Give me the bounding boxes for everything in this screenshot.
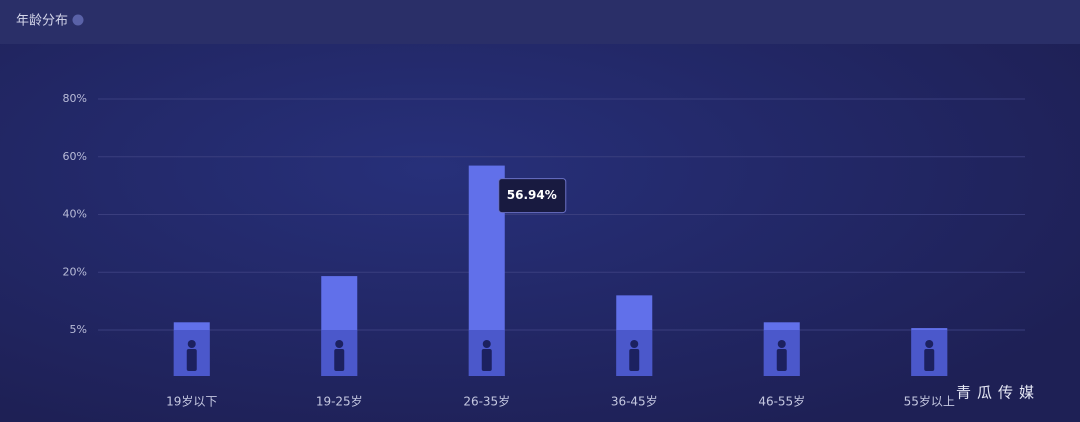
y-tick-label: 5% — [70, 323, 87, 336]
age-icon-body — [334, 349, 345, 371]
age-icon-head — [335, 340, 344, 348]
age-icon-head — [925, 340, 934, 348]
age-icon-body — [776, 349, 787, 371]
x-tick-label: 19岁以下 — [166, 394, 217, 409]
age-icon-head — [630, 340, 639, 348]
age-icon-head — [187, 340, 196, 348]
x-tick-label: 36-45岁 — [611, 394, 658, 409]
age-icon-head — [777, 340, 786, 348]
y-tick-label: 80% — [63, 92, 87, 105]
tooltip-label: 56.94% — [507, 188, 557, 202]
help-icon[interactable] — [72, 14, 84, 26]
x-tick-label: 26-35岁 — [463, 394, 510, 409]
x-tick-label: 19-25岁 — [316, 394, 363, 409]
y-tick-label: 60% — [63, 150, 87, 163]
age-icon-body — [186, 349, 197, 371]
plot-area: 5% 20% 40% 60% 80% 19岁以下 19-25岁 26-35岁 56.94% 36-… — [63, 92, 1025, 409]
tooltip-box — [498, 178, 567, 214]
chart-title: 年龄分布 — [16, 14, 68, 29]
header-bar — [0, 0, 1080, 44]
watermark: 青瓜传媒 — [956, 384, 1040, 402]
age-icon-body — [629, 349, 640, 371]
age-icon-head — [482, 340, 491, 348]
y-tick-label: 20% — [63, 265, 87, 278]
y-tick-label: 40% — [63, 208, 87, 221]
age-icon-body — [924, 349, 935, 371]
age-icon-body — [481, 349, 492, 371]
x-tick-label: 46-55岁 — [758, 394, 805, 409]
x-tick-label: 55岁以上 — [904, 394, 955, 409]
